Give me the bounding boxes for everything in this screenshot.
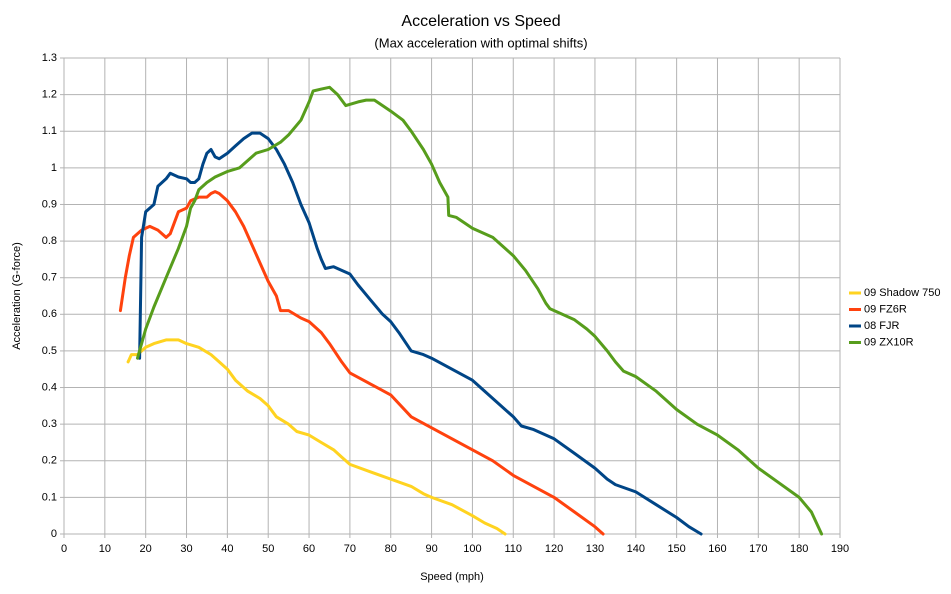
x-tick-label: 180	[790, 543, 808, 555]
y-tick-label: 0.8	[42, 235, 57, 247]
x-tick-label: 70	[344, 543, 356, 555]
x-tick-label: 190	[831, 543, 849, 555]
y-tick-label: 1.3	[42, 52, 57, 64]
y-tick-label: 1.2	[42, 89, 57, 101]
x-tick-label: 0	[61, 543, 67, 555]
y-tick-label: 1	[51, 162, 57, 174]
y-tick-label: 0.2	[42, 455, 57, 467]
x-tick-label: 50	[262, 543, 274, 555]
x-tick-label: 160	[708, 543, 726, 555]
x-tick-label: 20	[140, 543, 152, 555]
x-tick-label: 100	[463, 543, 481, 555]
legend-label: 09 ZX10R	[864, 336, 914, 348]
x-tick-label: 30	[180, 543, 192, 555]
x-tick-label: 170	[749, 543, 767, 555]
series-line	[136, 85, 824, 536]
y-tick-label: 0.4	[42, 381, 57, 393]
y-axis-label: Acceleration (G-force)	[11, 242, 23, 350]
x-tick-label: 10	[99, 543, 111, 555]
x-tick-label: 80	[385, 543, 397, 555]
y-tick-label: 0.6	[42, 308, 57, 320]
series-line	[138, 131, 703, 536]
legend-label: 08 FJR	[864, 320, 900, 332]
y-tick-label: 0.7	[42, 272, 57, 284]
x-tick-label: 150	[667, 543, 685, 555]
y-tick-label: 0.1	[42, 491, 57, 503]
chart-title: Acceleration vs Speed	[401, 13, 560, 30]
x-tick-label: 60	[303, 543, 315, 555]
x-tick-label: 120	[545, 543, 563, 555]
x-tick-label: 90	[425, 543, 437, 555]
y-tick-label: 0.5	[42, 345, 57, 357]
y-tick-label: 1.1	[42, 125, 57, 137]
series-line	[118, 190, 605, 536]
x-tick-label: 40	[221, 543, 233, 555]
x-tick-label: 110	[504, 543, 522, 555]
y-tick-label: 0	[51, 528, 57, 540]
y-tick-label: 0.9	[42, 198, 57, 210]
y-tick-label: 0.3	[42, 418, 57, 430]
series-line	[126, 338, 507, 536]
x-axis-label: Speed (mph)	[420, 571, 484, 583]
x-tick-label: 140	[627, 543, 645, 555]
legend-label: 09 FZ6R	[864, 303, 907, 315]
x-tick-label: 130	[586, 543, 604, 555]
legend-label: 09 Shadow 750	[864, 287, 940, 299]
chart-subtitle: (Max acceleration with optimal shifts)	[374, 35, 587, 50]
